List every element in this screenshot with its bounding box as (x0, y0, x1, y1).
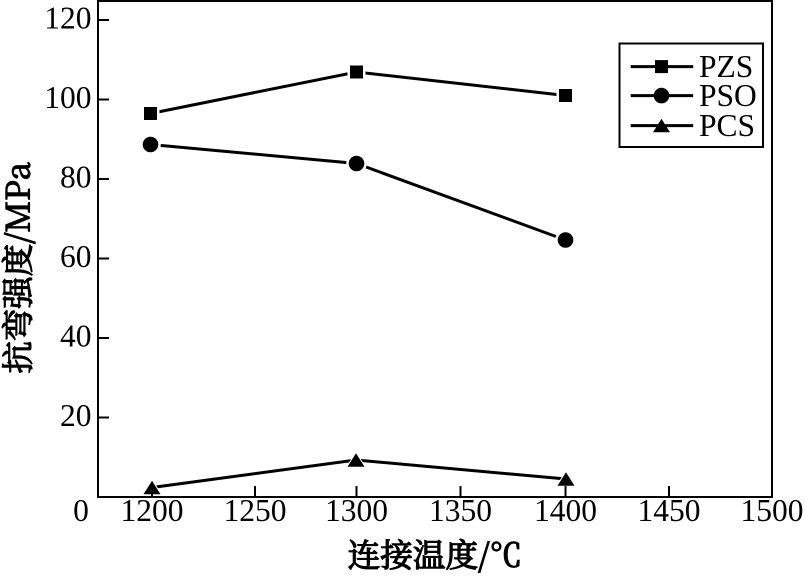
svg-text:1500: 1500 (741, 493, 804, 528)
svg-text:1350: 1350 (429, 493, 492, 528)
svg-text:40: 40 (60, 319, 92, 354)
svg-text:PCS: PCS (699, 108, 755, 143)
svg-text:1300: 1300 (325, 493, 388, 528)
svg-text:PSO: PSO (699, 78, 757, 113)
svg-text:1400: 1400 (534, 493, 597, 528)
svg-text:120: 120 (44, 1, 91, 36)
svg-text:100: 100 (44, 80, 91, 115)
svg-text:1450: 1450 (638, 493, 701, 528)
svg-text:60: 60 (60, 239, 92, 274)
svg-text:80: 80 (60, 160, 92, 195)
svg-text:1250: 1250 (224, 493, 287, 528)
svg-text:1200: 1200 (121, 493, 184, 528)
svg-text:PZS: PZS (699, 49, 753, 84)
svg-text:20: 20 (60, 398, 92, 433)
svg-text:0: 0 (73, 493, 89, 528)
